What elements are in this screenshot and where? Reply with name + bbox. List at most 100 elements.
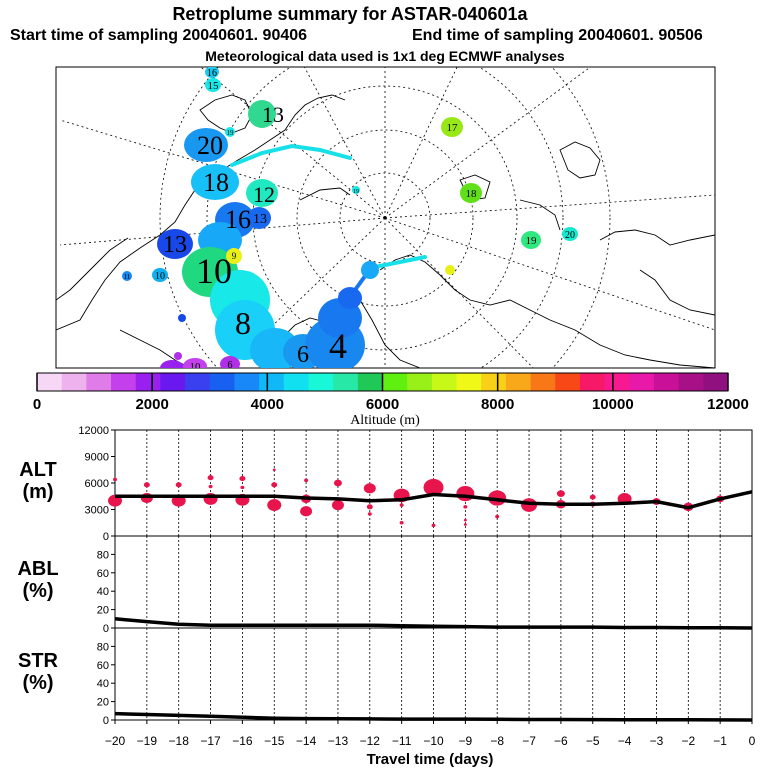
x-tick-label: −7 — [522, 734, 536, 748]
map-label: 12 — [253, 182, 275, 207]
colorbar-tick-label: 0 — [33, 396, 41, 413]
data-point — [431, 523, 436, 528]
y-tick-label: 12000 — [78, 425, 109, 437]
y-tick-label: 40 — [97, 586, 109, 598]
data-point — [463, 505, 468, 509]
y-tick-label: 9000 — [85, 452, 109, 464]
y-axis-label: ALT — [19, 459, 56, 481]
polar-map: 16 15 13 20 17 18 12 16 13 13 18 19 20 1… — [55, 66, 716, 373]
y-tick-label: 20 — [97, 697, 109, 709]
x-tick-label: −5 — [586, 734, 600, 748]
data-point — [589, 494, 596, 500]
y-tick-label: 60 — [97, 568, 109, 580]
colorbar-tick-label: 12000 — [707, 396, 749, 413]
colorbar-swatch — [234, 373, 260, 391]
x-tick-label: −1 — [713, 734, 727, 748]
map-label: 20 — [565, 230, 575, 241]
colorbar-swatch — [185, 373, 211, 391]
colorbar-swatch — [259, 373, 285, 391]
x-tick-label: −10 — [423, 734, 444, 748]
colorbar-swatch — [604, 373, 630, 391]
map-label: 13 — [163, 232, 187, 258]
colorbar-swatch — [653, 373, 680, 391]
colorbar-tick-label: 10000 — [592, 396, 634, 413]
data-point — [399, 503, 404, 507]
colorbar-swatch — [209, 373, 235, 391]
colorbar-swatch — [530, 373, 556, 391]
colorbar-swatch — [61, 373, 87, 391]
map-labels: 16 15 13 20 17 18 12 16 13 13 18 19 20 1… — [124, 68, 575, 373]
end-time: End time of sampling 20040601. 90506 — [412, 27, 703, 44]
map-label: 19 — [353, 189, 359, 195]
plume-clusters — [122, 67, 578, 368]
data-point — [556, 490, 565, 497]
x-tick-label: −17 — [200, 734, 221, 748]
data-point — [271, 482, 278, 488]
chart-panel-str: 0 20 40 60 80 STR(%) — [18, 627, 753, 727]
colorbar-swatch — [111, 373, 137, 391]
colorbar-swatch — [160, 373, 186, 391]
x-tick-label: −2 — [681, 734, 695, 748]
map-label: 17 — [447, 122, 459, 134]
x-tick-label: 0 — [749, 734, 756, 748]
map-label: 11 — [124, 273, 131, 281]
y-tick-label: 60 — [97, 660, 109, 672]
map-label: 18 — [203, 168, 229, 197]
x-tick-label: −4 — [618, 734, 632, 748]
map-label: 20 — [197, 131, 223, 160]
x-tick-label: −14 — [296, 734, 317, 748]
colorbar-tick-label: 2000 — [135, 396, 168, 413]
map-label: 16 — [207, 68, 217, 79]
y-axis-label: (m) — [22, 481, 53, 503]
y-tick-label: 40 — [97, 678, 109, 690]
x-tick-label: −3 — [650, 734, 664, 748]
data-point — [367, 512, 372, 516]
colorbar-swatch — [357, 373, 383, 391]
data-point — [207, 475, 214, 481]
data-point — [456, 485, 475, 502]
map-label: 19 — [227, 129, 235, 137]
colorbar-swatch — [579, 373, 606, 391]
data-point — [300, 506, 313, 517]
colorbar-swatch — [86, 373, 112, 391]
colorbar-swatch — [678, 373, 704, 391]
y-tick-label: 0 — [103, 623, 109, 635]
y-axis-label: (%) — [22, 672, 53, 694]
data-point — [208, 484, 213, 489]
x-tick-label: −11 — [392, 734, 412, 748]
x-tick-label: −18 — [169, 734, 190, 748]
colorbar-swatch — [431, 373, 458, 391]
map-label: 13 — [253, 212, 267, 227]
colorbar-swatch — [456, 373, 482, 391]
start-time: Start time of sampling 20040601. 90406 — [10, 27, 307, 44]
x-tick-label: −20 — [105, 734, 126, 748]
map-label: 6 — [297, 342, 309, 368]
data-point — [463, 523, 467, 526]
x-tick-label: −9 — [459, 734, 473, 748]
data-point — [304, 478, 309, 483]
map-label: 15 — [208, 80, 220, 92]
data-point — [423, 478, 444, 496]
time-series-panels: 030006000900012000ALT(m)020406080ABL(%)0… — [17, 425, 755, 768]
colorbar-swatch — [481, 373, 507, 391]
x-tick-label: −13 — [328, 734, 349, 748]
colorbar-tick-label: 8000 — [481, 396, 514, 413]
map-label: 18 — [466, 188, 478, 200]
map-label: 10 — [196, 251, 232, 291]
y-tick-label: 80 — [97, 549, 109, 561]
colorbar-tick-label: 4000 — [251, 396, 284, 413]
met-data-note: Meteorological data used is 1x1 deg ECMW… — [205, 48, 565, 64]
colorbar-label: Altitude (m) — [350, 413, 420, 428]
colorbar-tick-label: 6000 — [366, 396, 399, 413]
map-label: 8 — [235, 305, 251, 341]
data-point — [463, 518, 467, 522]
y-axis-label: STR — [18, 650, 59, 672]
colorbar-swatch — [382, 373, 408, 391]
colorbar-swatch — [283, 373, 309, 391]
colorbar-swatch — [37, 373, 63, 391]
map-label: 6 — [228, 360, 233, 371]
colorbar-swatch — [505, 373, 532, 391]
colorbar-swatch — [703, 373, 729, 391]
map-label: 10 — [190, 361, 202, 373]
